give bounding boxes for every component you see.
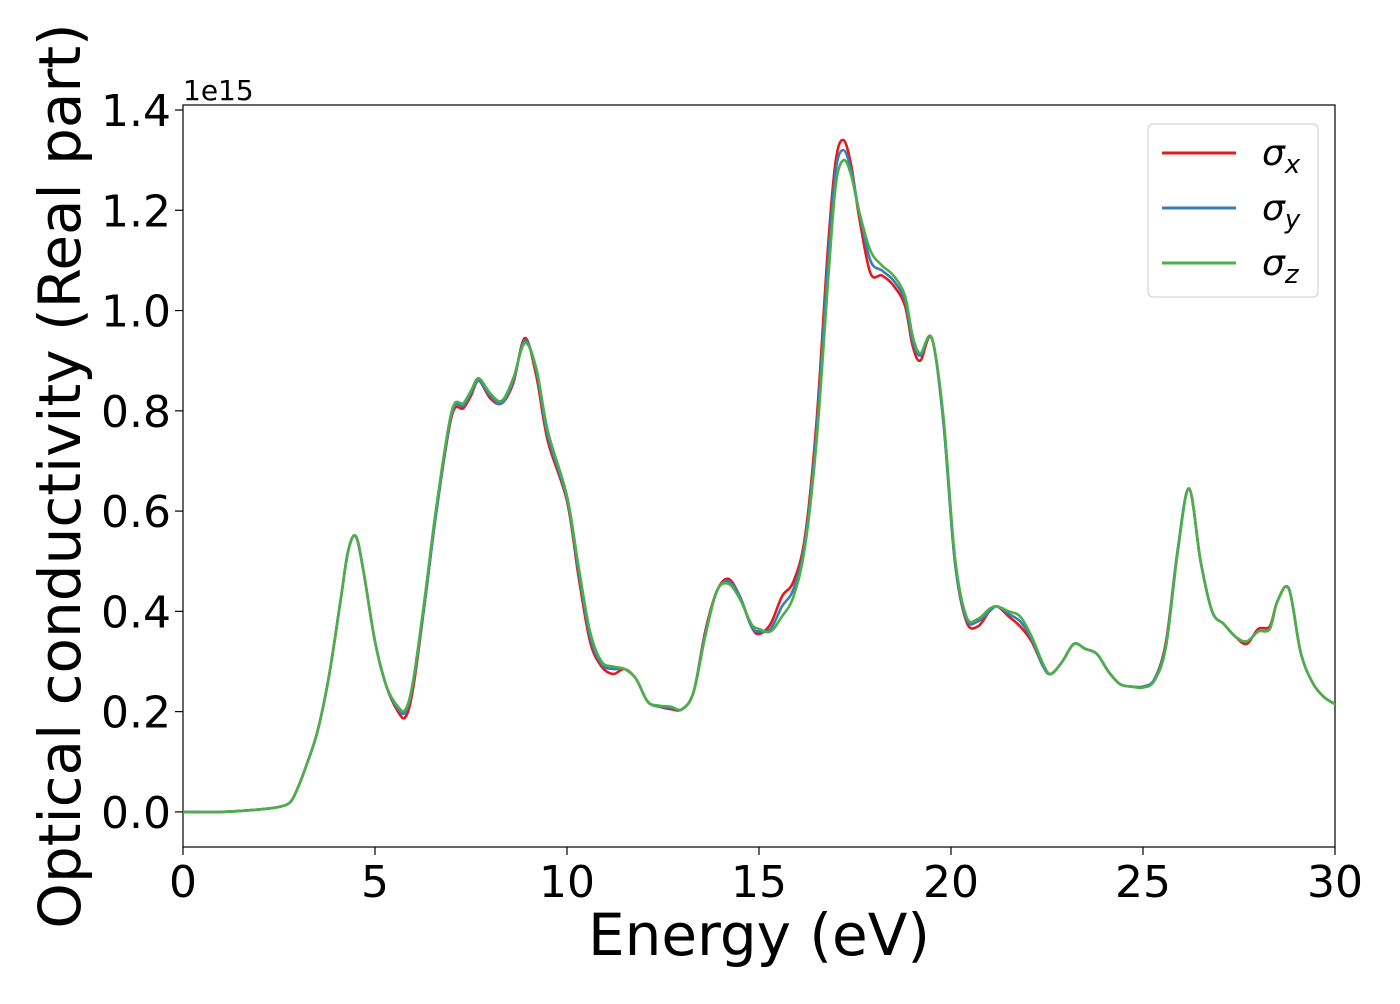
legend-label-sub: y (1284, 205, 1301, 235)
legend-box (1147, 123, 1319, 298)
legend-label-y: σy (1262, 188, 1301, 235)
legend-label-base: σ (1262, 188, 1286, 229)
legend-label-base: σ (1262, 133, 1286, 174)
legend-label-base: σ (1262, 243, 1286, 284)
x-tick-label: 10 (539, 857, 595, 908)
legend-label-sub: z (1284, 260, 1300, 290)
x-tick-label: 25 (1115, 857, 1171, 908)
y-tick-label: 1.2 (101, 186, 171, 237)
y-tick-label: 0.6 (101, 487, 171, 538)
series-layer (183, 138, 1335, 814)
series-line-z (183, 158, 1335, 814)
y-tick-label: 0.2 (101, 688, 171, 739)
x-tick-label: 20 (923, 857, 979, 908)
x-axis-title: Energy (eV) (588, 901, 930, 969)
y-tick-label: 0.4 (101, 587, 171, 638)
x-axis-ticks: 0 5 10 15 20 25 30 (169, 847, 1363, 908)
y-offset-label: 1e15 (183, 74, 254, 107)
x-tick-label: 15 (731, 857, 787, 908)
y-tick-label: 0.8 (101, 387, 171, 438)
legend-label-z: σz (1262, 243, 1300, 290)
x-tick-label: 0 (169, 857, 197, 908)
y-axis-ticks: 0.0 0.2 0.4 0.6 0.8 1.0 1.2 1.4 (101, 86, 183, 839)
x-tick-label: 30 (1307, 857, 1363, 908)
y-tick-label: 0.0 (101, 788, 171, 839)
y-tick-label: 1.0 (101, 287, 171, 338)
legend-label-sub: x (1284, 150, 1301, 180)
x-tick-label: 5 (361, 857, 389, 908)
y-axis-title: Optical conductivity (Real part) (26, 23, 94, 928)
y-tick-label: 1.4 (101, 86, 171, 137)
legend-label-x: σx (1262, 133, 1301, 180)
